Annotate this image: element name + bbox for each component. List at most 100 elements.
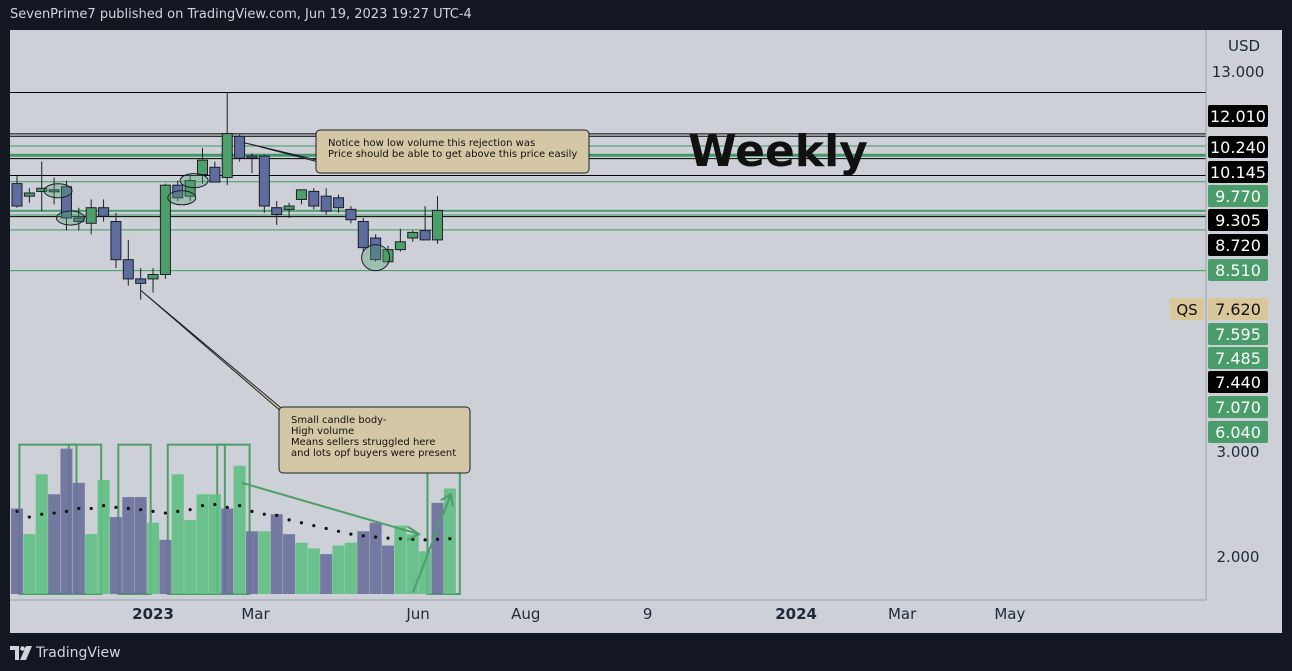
volume-ma-dot (448, 537, 452, 541)
volume-bar (295, 542, 308, 594)
publish-info-text: SevenPrime7 published on TradingView.com… (10, 7, 472, 22)
price-level-label (1208, 371, 1268, 393)
time-tick-label: Mar (241, 605, 270, 623)
volume-ma-dot (435, 537, 440, 541)
volume-bar (431, 502, 444, 594)
volume-ma-dot (101, 504, 106, 508)
volume-bar (270, 514, 283, 594)
volume-bar (307, 548, 320, 594)
volume-bar (443, 488, 456, 594)
price-level-text: 8.510 (1215, 261, 1261, 280)
candle-body (431, 209, 443, 241)
highlight-ellipse (361, 244, 391, 272)
volume-bar (419, 551, 432, 594)
volume-ma-dot (40, 512, 44, 516)
annotations: Notice how low volume this rejection was… (140, 129, 590, 474)
price-level-text: 8.720 (1215, 236, 1261, 255)
volume-bar (147, 522, 160, 594)
annotation-text: and lots opf buyers were present (291, 448, 456, 459)
candle-body (36, 187, 48, 192)
volume-bar (357, 531, 370, 594)
price-level-text: 7.595 (1215, 325, 1261, 344)
time-tick-label: 9 (643, 605, 653, 623)
volume-ma-dot (163, 511, 167, 515)
price-level-label (1208, 421, 1268, 443)
volume-bar (11, 508, 23, 594)
symbol-tag (1170, 298, 1204, 320)
candle-body (11, 183, 23, 207)
candle-body (23, 192, 35, 197)
axes: 13.0008.0004.0003.0002.0002023MarJunAug9… (10, 30, 1282, 633)
volume-bar (258, 531, 271, 594)
highlight-ellipse (179, 173, 209, 189)
volume-ma-dot (225, 505, 229, 509)
annotation-text: Price should be able to get above this p… (328, 149, 577, 160)
volume-ma-dot (52, 511, 56, 515)
candle-body (357, 221, 369, 249)
publish-header: SevenPrime7 published on TradingView.com… (0, 0, 1292, 30)
volume-bar (369, 522, 382, 594)
volume-bar (48, 494, 61, 594)
candle-body (320, 195, 332, 212)
chart-title: Weekly (688, 126, 868, 177)
volume-bar (97, 480, 110, 594)
annotation-text: Means sellers struggled here (291, 437, 435, 448)
price-level-label (1208, 185, 1268, 207)
volume-bar (134, 497, 147, 594)
volume-bar (159, 539, 172, 594)
volume-bar (394, 525, 407, 594)
volume-bar (233, 465, 246, 594)
tradingview-brand[interactable]: TradingView (36, 645, 121, 661)
candle-body (308, 190, 320, 207)
footer: TradingView (0, 638, 1292, 671)
chart-canvas[interactable]: Notice how low volume this rejection was… (10, 30, 1282, 633)
volume-bar (196, 494, 209, 594)
volume-ma-dot (374, 535, 378, 539)
volume-ma-dot (176, 509, 180, 513)
time-tick-label: Jun (405, 605, 429, 623)
candle-body (159, 184, 171, 276)
candle-body (382, 249, 394, 263)
time-tick-label: 2024 (775, 605, 817, 623)
chart-area[interactable]: Notice how low volume this rejection was… (10, 30, 1282, 633)
annotation-text: High volume (291, 426, 354, 437)
price-level-label (1208, 298, 1268, 320)
price-level-text: 10.145 (1210, 163, 1266, 182)
volume-ma-dot (287, 518, 291, 522)
candle-body (283, 205, 295, 210)
volume-ma-dot (299, 521, 304, 525)
candle-body (135, 278, 147, 284)
candle-body (345, 208, 357, 221)
volume-ma-dot (151, 509, 155, 513)
volume-ma-dot (275, 513, 279, 517)
tradingview-logo-icon[interactable] (10, 644, 34, 662)
price-level-label (1208, 234, 1268, 256)
volume-bar (85, 534, 98, 594)
annotation-text: Notice how low volume this rejection was (328, 138, 535, 149)
price-level-text: 9.305 (1215, 211, 1261, 230)
volume-ma-dot (200, 504, 205, 508)
time-tick-label: Aug (511, 605, 540, 623)
volume-ma-dot (213, 502, 217, 507)
volume-bar (60, 448, 73, 594)
price-level-text: 7.485 (1215, 349, 1261, 368)
annotation-box (278, 406, 471, 474)
candle-body (234, 135, 246, 159)
candle-body (394, 241, 406, 251)
volume-trend-arrowhead (406, 525, 422, 542)
volume-histogram (11, 443, 461, 595)
volume-bar (283, 534, 296, 594)
price-tick-label: 2.000 (1217, 548, 1260, 566)
price-tick-label: 13.000 (1212, 63, 1265, 81)
volume-ma-dot (64, 509, 69, 513)
volume-ma-dot (238, 504, 242, 508)
volume-ma-dot (126, 506, 130, 511)
volume-bar (406, 534, 419, 594)
volume-bar (344, 542, 357, 594)
volume-ma-dot (250, 509, 254, 513)
time-tick-label: Mar (888, 605, 917, 623)
price-level-label (1208, 396, 1268, 418)
price-level-label (1208, 161, 1268, 183)
highlight-ellipse (167, 190, 197, 206)
candle-body (184, 180, 196, 197)
